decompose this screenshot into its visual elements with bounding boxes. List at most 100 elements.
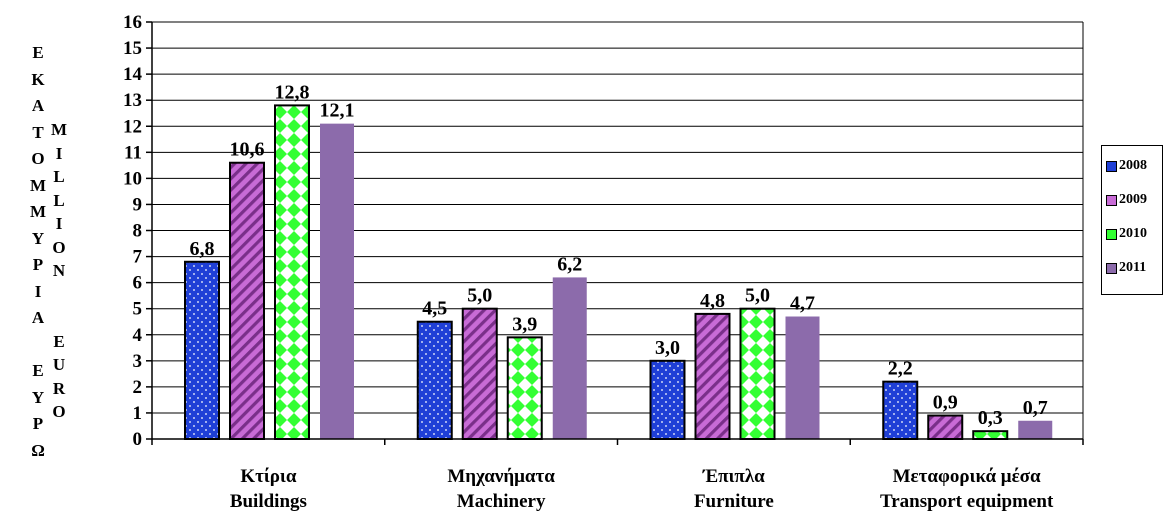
y-axis-letter: M [50, 120, 68, 139]
y-tick-label: 12 [123, 116, 142, 137]
x-tick-label-greek: Κτίρια [240, 466, 296, 487]
y-tick-label: 15 [123, 38, 142, 59]
bar-2008-3 [882, 380, 919, 441]
bar-2011-2 [785, 316, 820, 439]
bar-2010-3 [972, 430, 1009, 440]
bar-2010-2 [739, 307, 776, 440]
data-label: 0,7 [1023, 397, 1048, 419]
y-axis-letter [49, 306, 69, 330]
y-axis-letter: Ο [31, 149, 45, 168]
bar-2011-0 [320, 123, 354, 440]
y-axis-letter [49, 283, 69, 307]
data-label: 3,9 [512, 313, 537, 335]
bar-2009-2 [694, 312, 731, 440]
legend-label: 2009 [1119, 192, 1147, 207]
y-axis-letter: Α [31, 308, 45, 327]
bars [184, 104, 1053, 441]
y-tick-label: 2 [133, 377, 143, 398]
legend-label: 2011 [1119, 260, 1147, 275]
legend-swatch [1106, 228, 1117, 240]
y-tick-label: 6 [133, 273, 143, 294]
data-label: 4,5 [422, 298, 447, 320]
y-tick-label: 1 [133, 403, 143, 424]
data-label: 6,8 [190, 238, 215, 260]
bar-2010-0 [274, 104, 310, 441]
y-tick-label: 0 [133, 429, 143, 450]
data-label: 6,2 [557, 253, 582, 275]
data-labels: 6,8 4,5 3,0 2,2 10,6 5,0 4,8 0,9 12,8 3,9 5,0 0,3 12… [190, 81, 1048, 429]
legend-item-2011: 2011 [1106, 260, 1146, 276]
bar-2011-1 [552, 277, 587, 439]
bar-2008-0 [184, 260, 220, 440]
y-axis-letter: O [52, 402, 66, 421]
data-label: 10,6 [230, 139, 265, 161]
y-tick-label: 10 [123, 168, 142, 189]
legend-swatch [1106, 194, 1117, 206]
legend-item-2010: 2010 [1106, 226, 1147, 242]
data-label: 4,7 [790, 293, 815, 315]
y-axis-letter: L [53, 190, 65, 210]
y-axis-letter: Υ [31, 387, 45, 407]
legend-swatch [1106, 160, 1117, 172]
y-tick-label: 4 [133, 325, 143, 346]
data-label: 5,0 [467, 285, 492, 307]
y-axis-letter: Ρ [32, 414, 44, 433]
legend-item-2009: 2009 [1106, 192, 1147, 208]
y-axis-letter: Ε [32, 361, 44, 380]
data-label: 3,0 [655, 337, 680, 359]
y-axis-letter: I [55, 143, 63, 163]
x-tick-label-english: Machinery [457, 491, 546, 512]
axes: 012345678910111213141516ΚτίριαBuildingsΜ… [123, 12, 1084, 512]
y-axis-letter: Μ [29, 175, 47, 195]
y-axis-letter: Υ [31, 228, 45, 248]
data-label: 2,2 [888, 358, 913, 380]
y-axis-letter: Μ [29, 202, 47, 221]
x-tick-label-english: Transport equipment [880, 491, 1054, 512]
y-tick-label: 14 [123, 64, 143, 85]
data-label: 12,1 [320, 100, 355, 122]
data-label: 0,9 [933, 392, 958, 414]
legend-label: 2008 [1119, 158, 1147, 173]
x-tick-label-greek: Μηχανήματα [447, 466, 555, 487]
y-axis-letter: Ω [31, 440, 45, 460]
data-label: 12,8 [275, 81, 310, 103]
x-tick-label-english: Furniture [694, 491, 774, 512]
data-label: 4,8 [700, 290, 725, 312]
bar-2011-3 [1018, 420, 1053, 439]
bar-2009-1 [461, 307, 498, 440]
y-tick-label: 5 [133, 299, 143, 320]
y-axis-letter: I [55, 214, 63, 233]
y-axis-letter: Α [31, 96, 45, 115]
y-axis-letter: L [53, 167, 65, 186]
legend-swatch [1106, 262, 1117, 274]
bar-2009-0 [229, 161, 265, 441]
bar-2009-3 [927, 414, 964, 441]
x-tick-label-english: Buildings [230, 491, 307, 512]
y-tick-label: 16 [123, 12, 142, 33]
x-tick-label-greek: Έπιπλα [702, 466, 765, 487]
bar-2008-2 [649, 359, 686, 440]
data-label: 0,3 [978, 407, 1003, 429]
y-axis-letter: N [52, 261, 66, 280]
bar-2010-1 [506, 336, 543, 441]
legend: 2008 2009 2010 2011 [1101, 145, 1163, 295]
y-axis-letter: Ε [32, 43, 44, 62]
y-axis-letter: E [53, 331, 65, 351]
y-axis-letter: Κ [31, 69, 45, 89]
legend-item-2008: 2008 [1106, 158, 1147, 174]
data-label: 5,0 [745, 285, 770, 307]
y-tick-label: 11 [124, 142, 142, 163]
y-axis-letter: R [52, 378, 66, 398]
x-tick-label-greek: Μεταφορικά μέσα [893, 466, 1041, 487]
y-tick-label: 3 [133, 351, 143, 372]
y-axis-letter: O [52, 237, 66, 257]
y-tick-label: 9 [133, 194, 143, 215]
y-axis-letter: U [52, 355, 66, 374]
y-tick-label: 13 [123, 90, 142, 111]
y-axis-letter: Ρ [32, 255, 44, 274]
legend-label: 2010 [1119, 226, 1147, 241]
y-tick-label: 7 [133, 247, 143, 268]
